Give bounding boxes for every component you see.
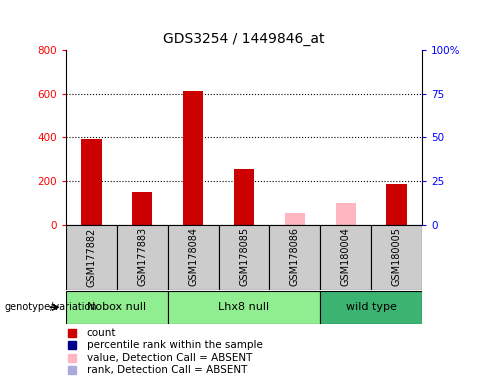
Text: Lhx8 null: Lhx8 null bbox=[219, 302, 269, 312]
Bar bbox=[117, 225, 168, 290]
Bar bbox=[285, 213, 305, 225]
Text: GSM177883: GSM177883 bbox=[137, 227, 147, 286]
Bar bbox=[66, 225, 117, 290]
Text: wild type: wild type bbox=[346, 302, 397, 312]
Bar bbox=[386, 184, 407, 225]
Bar bbox=[219, 225, 269, 290]
Text: count: count bbox=[87, 328, 116, 338]
Text: GSM178085: GSM178085 bbox=[239, 227, 249, 286]
Text: genotype/variation: genotype/variation bbox=[5, 302, 98, 312]
Bar bbox=[132, 192, 152, 225]
Bar bbox=[234, 169, 254, 225]
Bar bbox=[66, 291, 168, 324]
Text: GSM177882: GSM177882 bbox=[86, 227, 96, 286]
Bar bbox=[371, 225, 422, 290]
Bar bbox=[269, 225, 320, 290]
Bar bbox=[168, 291, 320, 324]
Bar bbox=[336, 203, 356, 225]
Title: GDS3254 / 1449846_at: GDS3254 / 1449846_at bbox=[163, 32, 325, 46]
Text: Nobox null: Nobox null bbox=[87, 302, 146, 312]
Bar bbox=[183, 91, 203, 225]
Bar bbox=[320, 291, 422, 324]
Text: percentile rank within the sample: percentile rank within the sample bbox=[87, 340, 263, 350]
Text: GSM180005: GSM180005 bbox=[392, 227, 402, 286]
Text: GSM180004: GSM180004 bbox=[341, 227, 351, 286]
Bar bbox=[320, 225, 371, 290]
Bar bbox=[168, 225, 219, 290]
Text: GSM178084: GSM178084 bbox=[188, 227, 198, 286]
Bar bbox=[81, 139, 102, 225]
Text: GSM178086: GSM178086 bbox=[290, 227, 300, 286]
Text: rank, Detection Call = ABSENT: rank, Detection Call = ABSENT bbox=[87, 365, 247, 375]
Text: value, Detection Call = ABSENT: value, Detection Call = ABSENT bbox=[87, 353, 252, 362]
